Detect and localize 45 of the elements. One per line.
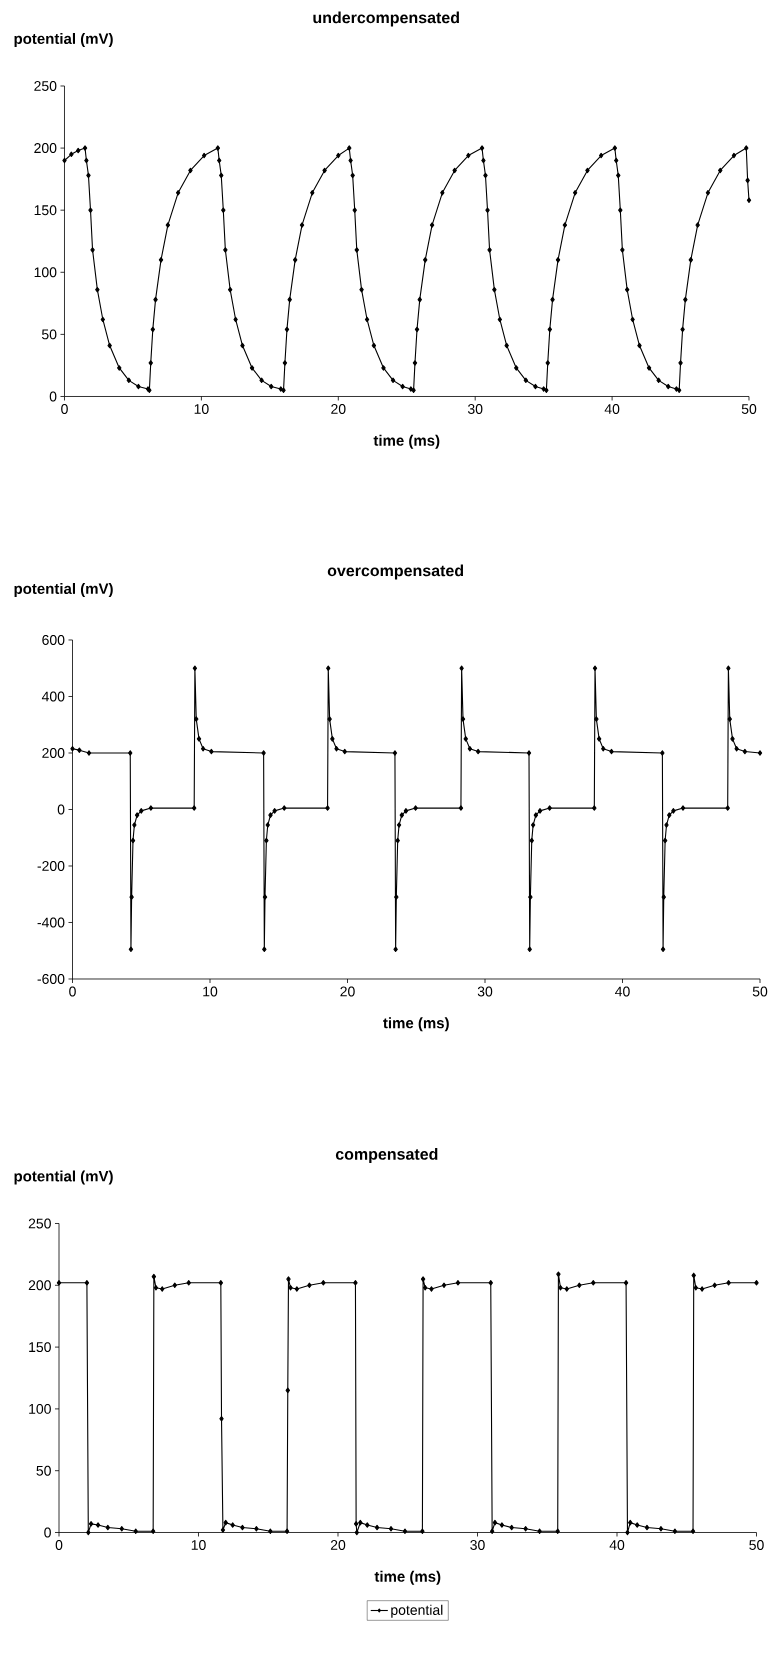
chart-title: overcompensated — [327, 564, 464, 580]
x-axis-title: time (ms) — [373, 434, 440, 449]
y-tick-label: 250 — [34, 81, 57, 91]
x-tick-label: 40 — [615, 986, 630, 997]
y-tick-label: 0 — [57, 804, 65, 815]
y-tick-label: 150 — [34, 205, 57, 216]
legend-label: potential — [391, 1604, 443, 1618]
chart-title: undercompensated — [313, 11, 459, 27]
y-tick-label: -200 — [37, 861, 65, 871]
y-tick-label: 100 — [29, 1403, 51, 1414]
x-tick-label: 0 — [69, 986, 76, 997]
y-tick-label: 200 — [28, 1280, 51, 1291]
y-axis-title: potential (mV) — [14, 32, 113, 47]
x-tick-label: 40 — [604, 404, 620, 414]
x-tick-label: 20 — [330, 1540, 346, 1550]
y-tick-label: -400 — [37, 917, 65, 928]
x-tick-label: 20 — [340, 986, 355, 997]
y-tick-label: 50 — [36, 1465, 51, 1476]
y-tick-label: 200 — [42, 748, 65, 758]
x-axis-title: time (ms) — [383, 1017, 449, 1032]
y-tick-label: 0 — [49, 391, 57, 402]
x-tick-label: 30 — [467, 404, 483, 414]
x-axis-title: time (ms) — [374, 1570, 441, 1585]
y-tick-label: 200 — [34, 143, 57, 154]
x-tick-label: 10 — [191, 1540, 206, 1550]
x-tick-label: 20 — [331, 404, 346, 414]
y-tick-label: 600 — [42, 635, 65, 645]
x-tick-label: 10 — [194, 404, 209, 414]
x-tick-label: 50 — [749, 1540, 764, 1550]
y-tick-label: 250 — [28, 1218, 51, 1229]
y-tick-label: -600 — [37, 974, 65, 984]
chart-title: compensated — [335, 1148, 438, 1163]
x-tick-label: 50 — [752, 986, 768, 997]
y-tick-label: 50 — [41, 329, 57, 340]
y-axis-title: potential (mV) — [14, 1170, 113, 1185]
x-tick-label: 40 — [609, 1540, 625, 1550]
y-axis-title: potential (mV) — [14, 582, 113, 597]
x-tick-label: 30 — [477, 986, 493, 997]
x-tick-label: 10 — [203, 986, 218, 997]
y-tick-label: 0 — [44, 1527, 51, 1538]
y-tick-label: 400 — [41, 691, 65, 702]
y-tick-label: 150 — [29, 1342, 51, 1353]
x-tick-label: 30 — [470, 1540, 485, 1550]
y-tick-label: 100 — [34, 267, 57, 278]
x-tick-label: 50 — [741, 404, 757, 414]
